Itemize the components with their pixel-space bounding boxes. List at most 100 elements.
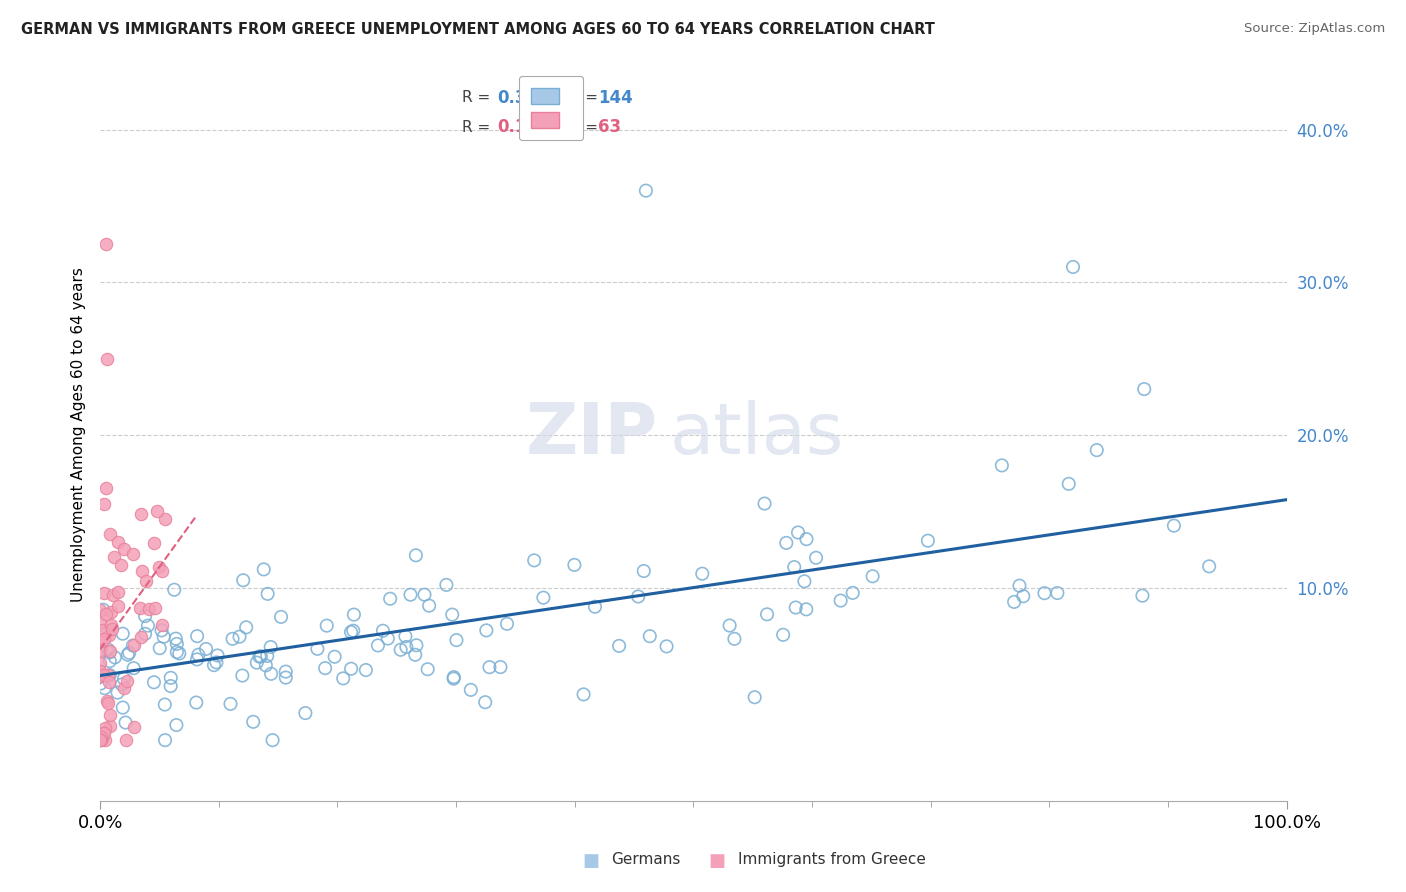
Point (129, 600, 152, 615)
Point (90, 733, 112, 747)
Point (307, 641, 329, 656)
Point (118, 646, 141, 660)
Point (315, 618, 337, 632)
Text: R =: R = (463, 120, 495, 135)
Text: 63: 63 (599, 118, 621, 136)
Point (249, 649, 271, 664)
Point (89, 656, 111, 670)
Point (830, 593, 852, 607)
Point (111, 626, 134, 640)
Point (274, 671, 297, 685)
Point (405, 549, 427, 563)
Point (367, 639, 389, 653)
Point (166, 645, 188, 659)
Point (98, 644, 121, 658)
Point (655, 640, 678, 654)
Point (690, 566, 713, 581)
Point (153, 512, 176, 526)
Point (232, 573, 254, 587)
Point (744, 690, 766, 705)
Point (804, 550, 827, 565)
Point (107, 599, 129, 614)
Text: Source: ZipAtlas.com: Source: ZipAtlas.com (1244, 22, 1385, 36)
Point (754, 497, 776, 511)
Point (756, 607, 779, 622)
Point (98, 668, 121, 682)
Point (91, 725, 114, 739)
Point (98, 719, 121, 733)
Point (478, 660, 501, 674)
Point (404, 648, 426, 662)
Point (93, 681, 115, 695)
Point (638, 629, 661, 643)
Point (169, 647, 191, 661)
Point (260, 666, 283, 681)
Point (93, 721, 115, 735)
Point (89, 616, 111, 631)
Text: 144: 144 (599, 89, 633, 107)
Point (114, 733, 136, 747)
Point (93, 668, 115, 682)
Point (98, 645, 121, 659)
Point (323, 649, 346, 664)
Point (1198, 559, 1220, 574)
Point (148, 560, 170, 574)
Point (136, 618, 159, 632)
Point (231, 668, 253, 682)
Point (91, 623, 114, 637)
Point (107, 685, 129, 699)
Text: Germans: Germans (612, 852, 681, 867)
Point (1033, 586, 1056, 600)
Point (129, 630, 152, 644)
Text: atlas: atlas (669, 401, 844, 469)
Point (634, 184, 657, 198)
Point (1132, 589, 1154, 603)
Point (131, 564, 153, 578)
Point (93, 497, 115, 511)
Point (270, 610, 292, 624)
Point (207, 648, 229, 663)
Point (89, 644, 111, 658)
Point (841, 586, 863, 600)
Point (138, 601, 160, 615)
Point (166, 637, 188, 651)
Point (150, 624, 173, 638)
Point (441, 607, 464, 622)
Point (775, 536, 797, 550)
Point (531, 591, 554, 605)
Point (150, 617, 173, 632)
Point (1133, 382, 1156, 396)
Point (90, 676, 112, 690)
Point (413, 588, 436, 602)
Point (572, 687, 595, 701)
Point (107, 585, 129, 599)
Point (100, 618, 122, 632)
Point (89, 664, 111, 678)
Text: R =: R = (463, 90, 495, 105)
Point (89, 603, 111, 617)
Point (1163, 518, 1185, 533)
Point (991, 458, 1014, 473)
Point (89, 733, 111, 747)
Point (97, 628, 120, 642)
Y-axis label: Unemployment Among Ages 60 to 64 years: Unemployment Among Ages 60 to 64 years (72, 268, 86, 602)
Point (354, 663, 377, 677)
Point (187, 648, 209, 662)
Point (219, 697, 242, 711)
Point (256, 587, 278, 601)
Point (159, 671, 181, 685)
Point (917, 533, 939, 548)
Point (474, 695, 496, 709)
Point (117, 648, 139, 662)
Point (340, 625, 363, 640)
Point (496, 616, 519, 631)
Point (294, 706, 316, 720)
Point (111, 677, 134, 691)
Point (221, 632, 243, 646)
Point (96, 696, 118, 710)
Point (93, 725, 115, 739)
Text: 0.185: 0.185 (498, 118, 550, 136)
Point (134, 627, 156, 641)
Point (332, 672, 354, 686)
Point (460, 682, 482, 697)
